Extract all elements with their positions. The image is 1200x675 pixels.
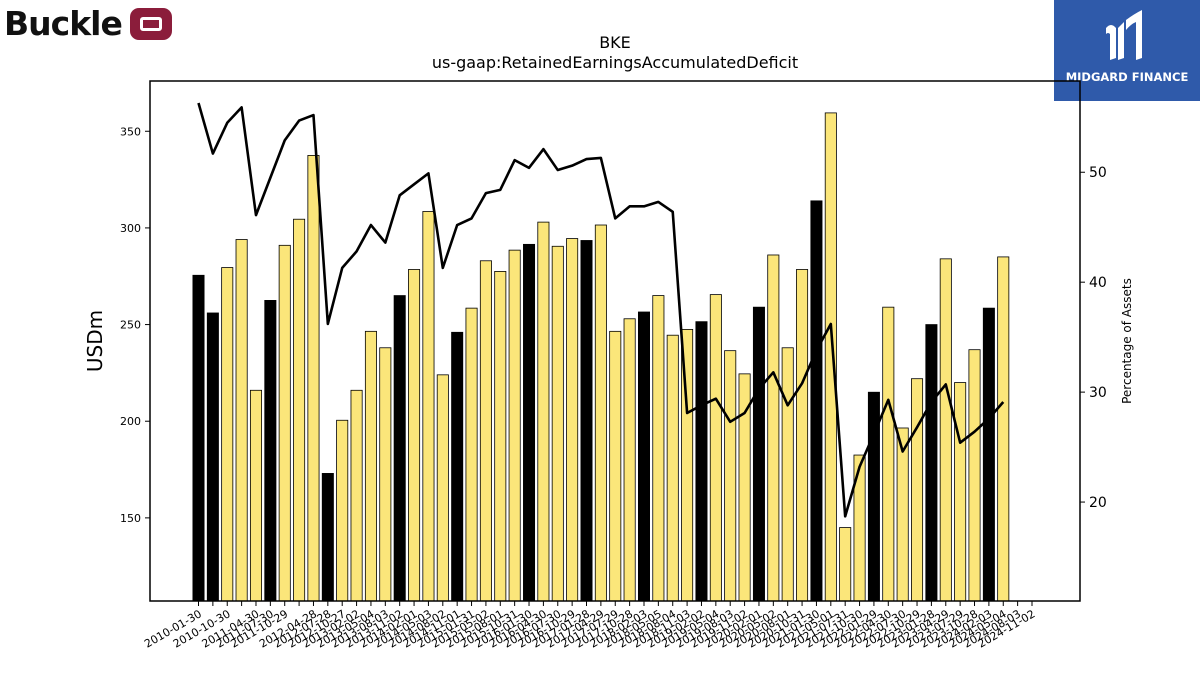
bar xyxy=(436,374,449,602)
y-tick-label: 150 xyxy=(120,512,141,525)
line-layer xyxy=(197,102,1005,518)
bar xyxy=(408,269,421,602)
y2-tick-label: 20 xyxy=(1089,495,1107,511)
bars-layer xyxy=(192,112,1010,602)
bar xyxy=(580,240,593,602)
chart-title: BKE xyxy=(599,33,631,52)
bar xyxy=(709,294,722,602)
bar xyxy=(508,249,521,602)
bar xyxy=(594,224,607,602)
bar xyxy=(752,306,765,602)
y-tick-label: 300 xyxy=(120,222,141,235)
series-line xyxy=(197,102,1005,518)
bar xyxy=(724,350,737,602)
bar xyxy=(249,389,262,602)
bar xyxy=(465,307,478,602)
y-tick-label: 250 xyxy=(120,319,141,332)
bar xyxy=(221,267,234,602)
company-logo-text: Buckle xyxy=(4,4,123,43)
bar xyxy=(925,324,938,602)
bar xyxy=(364,330,377,602)
bar xyxy=(278,244,291,602)
bar xyxy=(824,112,837,602)
watermark-logo: MIDGARD FINANCE xyxy=(1054,0,1200,101)
bar xyxy=(839,527,852,602)
y2-tick-label: 30 xyxy=(1089,385,1107,401)
bar xyxy=(336,419,349,602)
company-logo-badge xyxy=(129,7,172,40)
bar xyxy=(537,221,550,602)
bar xyxy=(321,473,334,602)
bar xyxy=(523,243,536,602)
y2-axis: 20 30 40 50 xyxy=(1080,165,1107,511)
bar xyxy=(652,295,665,602)
bar xyxy=(767,254,780,602)
bar xyxy=(623,318,636,602)
y-tick-label: 200 xyxy=(120,415,141,428)
bar xyxy=(666,334,679,602)
bar xyxy=(379,347,392,602)
company-logo: Buckle xyxy=(4,4,172,43)
bar xyxy=(192,274,205,602)
bar xyxy=(451,331,464,602)
bar xyxy=(968,349,981,602)
x-axis: 2010-01-302010-10-302011-04-302011-07-30… xyxy=(142,601,1038,651)
bar xyxy=(810,200,823,602)
bar xyxy=(882,306,895,602)
bar xyxy=(307,155,320,602)
watermark-emblem-icon xyxy=(1106,10,1142,60)
bar xyxy=(393,295,406,602)
chart-subtitle: us-gaap:RetainedEarningsAccumulatedDefic… xyxy=(432,53,798,72)
bar xyxy=(982,307,995,602)
y-tick-label: 350 xyxy=(120,125,141,138)
bar xyxy=(479,260,492,602)
bar xyxy=(796,269,809,602)
bar xyxy=(997,256,1010,602)
bar xyxy=(551,245,564,602)
bar xyxy=(911,378,924,602)
bar xyxy=(896,427,909,602)
y-axis: 150 200 250 300 350 xyxy=(120,125,150,525)
bar xyxy=(235,239,248,602)
y2-tick-label: 40 xyxy=(1089,275,1107,291)
y2-axis-label: Percentage of Assets xyxy=(1120,278,1134,404)
y2-tick-label: 50 xyxy=(1089,165,1107,181)
bar xyxy=(206,312,219,602)
bar xyxy=(293,218,306,602)
bar xyxy=(954,382,967,602)
y-axis-label: USDm xyxy=(83,310,107,372)
bar xyxy=(781,347,794,602)
bar xyxy=(939,258,952,602)
bar xyxy=(695,321,708,602)
watermark-text: MIDGARD FINANCE xyxy=(1065,70,1189,84)
bar xyxy=(264,300,277,602)
bar xyxy=(637,311,651,602)
bar xyxy=(609,330,622,602)
plot-frame xyxy=(149,80,1081,602)
bar xyxy=(566,238,579,602)
bar xyxy=(494,271,507,602)
bar xyxy=(350,389,363,602)
bar xyxy=(422,211,435,602)
